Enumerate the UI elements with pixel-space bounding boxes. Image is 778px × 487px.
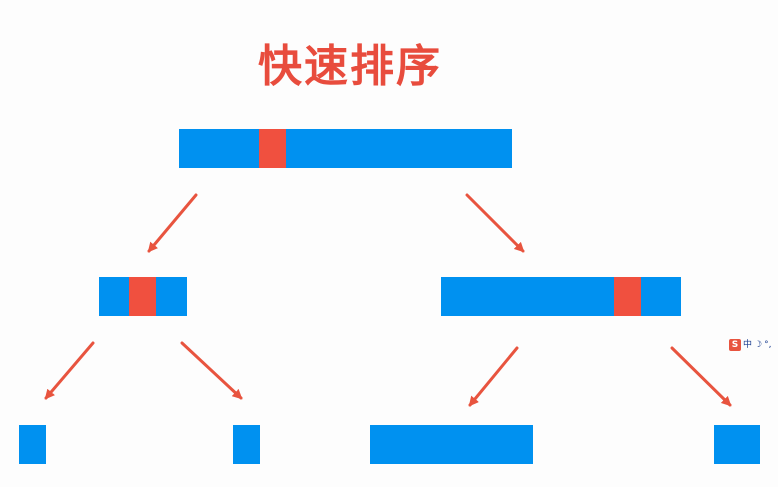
arrow-right-sub-to-leaf-3	[468, 346, 519, 407]
arrow-left-sub-to-leaf-1	[44, 341, 95, 400]
ime-toolbar[interactable]: S 中 ☽ °,	[729, 338, 775, 352]
array-node-leaf-1	[19, 425, 46, 464]
array-node-leaf-3	[370, 425, 533, 464]
array-node-leaf-4	[714, 425, 760, 464]
arrow-right-sub-to-leaf-4	[670, 346, 732, 407]
array-bar	[233, 425, 260, 464]
array-bar	[19, 425, 46, 464]
arrow-root-to-right-sub	[465, 193, 525, 253]
array-node-root	[179, 129, 512, 168]
pivot-element	[259, 129, 286, 168]
array-bar	[714, 425, 760, 464]
arrow-root-to-left-sub	[147, 193, 198, 253]
ime-mode-label[interactable]: 中	[743, 340, 753, 350]
array-bar	[179, 129, 512, 168]
array-bar	[441, 277, 681, 316]
diagram-title: 快速排序	[258, 41, 442, 92]
pivot-element	[614, 277, 641, 316]
array-bar	[370, 425, 533, 464]
sogou-logo-icon[interactable]: S	[729, 339, 741, 351]
punctuation-icon[interactable]: °,	[764, 340, 772, 350]
array-node-leaf-2	[233, 425, 260, 464]
moon-icon[interactable]: ☽	[754, 340, 763, 350]
pivot-element	[129, 277, 156, 316]
arrow-left-sub-to-leaf-2	[180, 341, 243, 400]
array-node-right-sub	[441, 277, 681, 316]
array-node-left-sub	[99, 277, 187, 316]
